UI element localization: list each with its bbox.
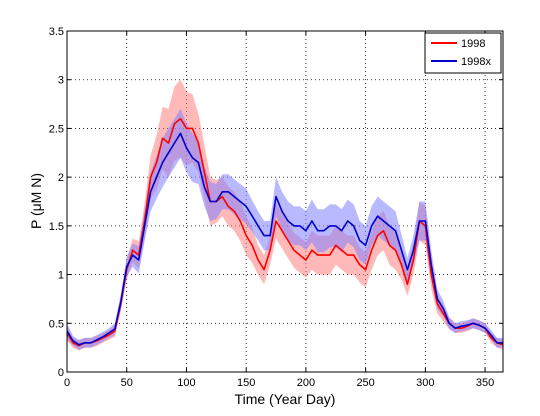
legend: 1998 1998x xyxy=(424,32,502,74)
series-band xyxy=(67,108,503,350)
legend-box xyxy=(424,32,502,74)
x-tick-label: 250 xyxy=(356,377,374,389)
y-tick-label: 2.5 xyxy=(49,123,64,135)
series-line xyxy=(66,117,504,347)
y-tick-label: 3.5 xyxy=(49,26,64,38)
y-axis-label: P (μM N) xyxy=(28,173,44,229)
x-tick-label: 100 xyxy=(177,377,195,389)
y-tick-label: 2 xyxy=(58,172,64,184)
x-tick-label: 150 xyxy=(237,377,255,389)
grid xyxy=(67,31,503,372)
legend-label: 1998x xyxy=(461,56,491,68)
axis-ticks: 0 50 100 150 200 250 300 350 0 0.5 1 1.5 2 2.5 3 3.5 xyxy=(49,26,503,389)
x-tick-label: 0 xyxy=(64,377,70,389)
x-tick-label: 350 xyxy=(476,377,494,389)
x-tick-label: 200 xyxy=(297,377,315,389)
x-tick-label: 300 xyxy=(416,377,434,389)
y-tick-label: 0 xyxy=(58,367,64,379)
x-tick-label: 50 xyxy=(121,377,133,389)
x-axis-label: Time (Year Day) xyxy=(235,391,336,407)
y-tick-label: 0.5 xyxy=(49,318,64,330)
series-lines xyxy=(66,117,504,347)
y-tick-label: 3 xyxy=(58,75,64,87)
legend-label: 1998 xyxy=(461,38,485,50)
series-line xyxy=(66,132,503,346)
plot-frame xyxy=(66,30,504,373)
confidence-bands xyxy=(67,79,503,351)
y-tick-label: 1 xyxy=(58,270,64,282)
y-tick-label: 1.5 xyxy=(49,221,64,233)
